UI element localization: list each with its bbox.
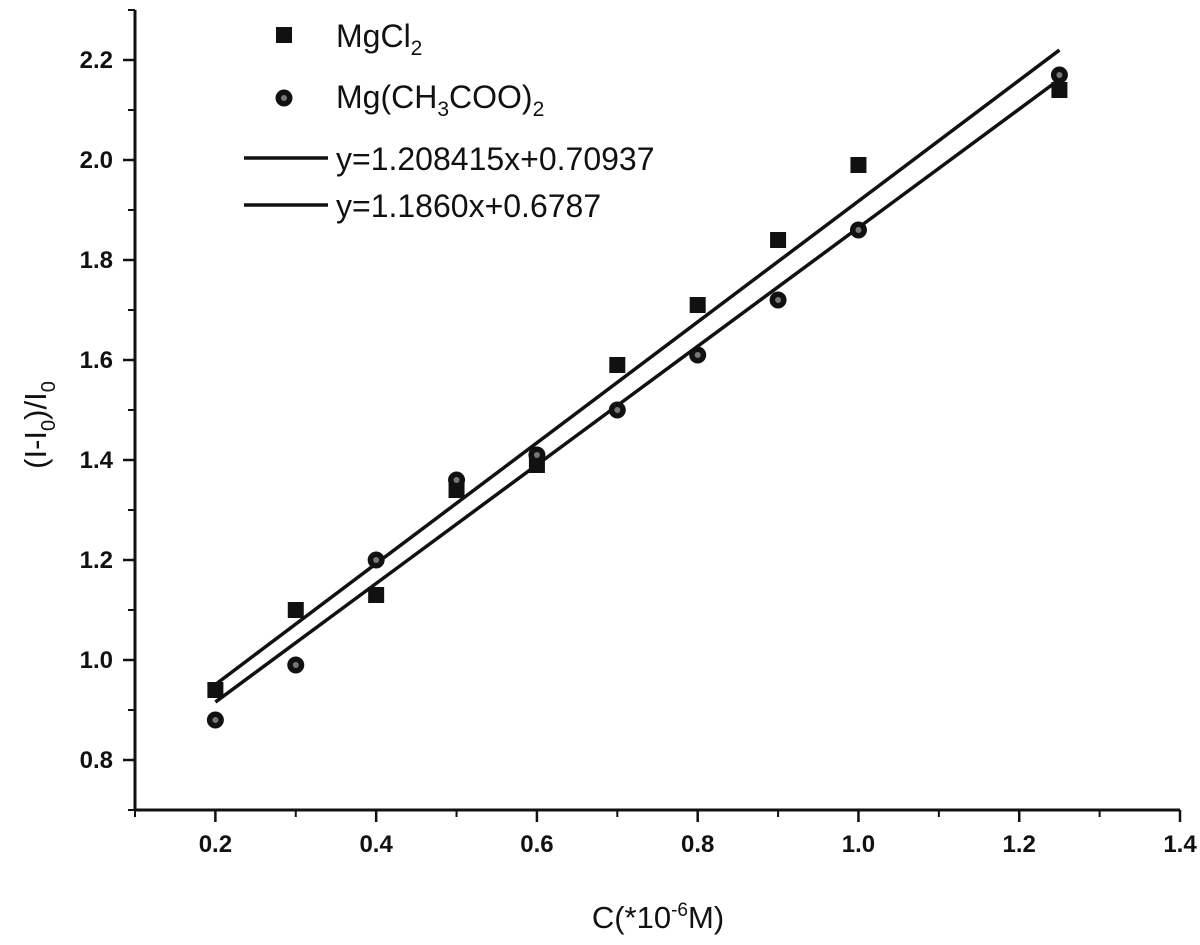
y-tick-label: 1.8 <box>80 247 113 274</box>
data-point-mgcl2 <box>1051 82 1068 98</box>
data-point-mgcl2 <box>207 682 224 698</box>
data-point-mg-acetate <box>367 551 385 569</box>
data-point-mg-acetate <box>206 711 224 729</box>
y-tick-label: 1.6 <box>80 347 113 374</box>
fit-line-2 <box>214 77 1061 704</box>
legend-label-mgcl2: MgCl2 <box>336 18 422 60</box>
data-point-mg-acetate <box>287 656 305 674</box>
fit-line-1 <box>214 48 1061 686</box>
legend-label-mg-acetate: Mg(CH3COO)2 <box>336 79 544 121</box>
x-tick-label: 1.4 <box>1163 831 1197 858</box>
data-point-mgcl2 <box>609 357 626 373</box>
data-point-mg-acetate <box>769 291 787 309</box>
x-tick-label: 0.4 <box>359 831 393 858</box>
legend-fit-label-1: y=1.208415x+0.70937 <box>336 141 655 177</box>
fit-lines <box>214 48 1061 704</box>
data-point-mg-acetate <box>608 401 626 419</box>
data-point-mg-acetate <box>528 446 546 464</box>
x-axis-title: C(*10-6M) <box>592 900 724 935</box>
y-tick-label: 0.8 <box>80 747 113 774</box>
x-tick-label: 1.2 <box>1003 831 1036 858</box>
y-tick-label: 1.2 <box>80 547 113 574</box>
data-point-mgcl2 <box>850 157 867 173</box>
x-tick-label: 0.6 <box>520 831 553 858</box>
data-point-mgcl2 <box>368 587 385 603</box>
y-tick-label: 1.0 <box>80 647 113 674</box>
data-point-mgcl2 <box>770 232 787 248</box>
data-point-mgcl2 <box>287 602 304 618</box>
y-tick-label: 1.4 <box>80 447 114 474</box>
legend-fit-label-2: y=1.1860x+0.6787 <box>336 188 601 224</box>
data-point-mg-acetate <box>448 471 466 489</box>
data-point-mgcl2 <box>689 297 706 313</box>
legend: MgCl2 Mg(CH3COO)2 y=1.208415x+0.70937 y=… <box>244 18 655 224</box>
data-point-mg-acetate <box>849 221 867 239</box>
data-point-mg-acetate <box>1050 66 1068 84</box>
y-axis-title: (I-I0)/I0 <box>18 381 60 469</box>
x-tick-label: 1.0 <box>842 831 875 858</box>
x-tick-label: 0.2 <box>199 831 232 858</box>
legend-marker-square <box>276 27 292 43</box>
axes: 0.2 0.4 0.6 0.8 1.0 1.2 1.4 0.8 1.0 1.2 1.4 1.6 1.8 2… <box>80 9 1197 858</box>
data-point-mg-acetate <box>689 346 707 364</box>
legend-marker-circle <box>275 89 293 107</box>
data-points <box>206 66 1068 729</box>
y-tick-label: 2.2 <box>80 47 113 74</box>
y-tick-label: 2.0 <box>80 147 113 174</box>
x-tick-label: 0.8 <box>681 831 714 858</box>
